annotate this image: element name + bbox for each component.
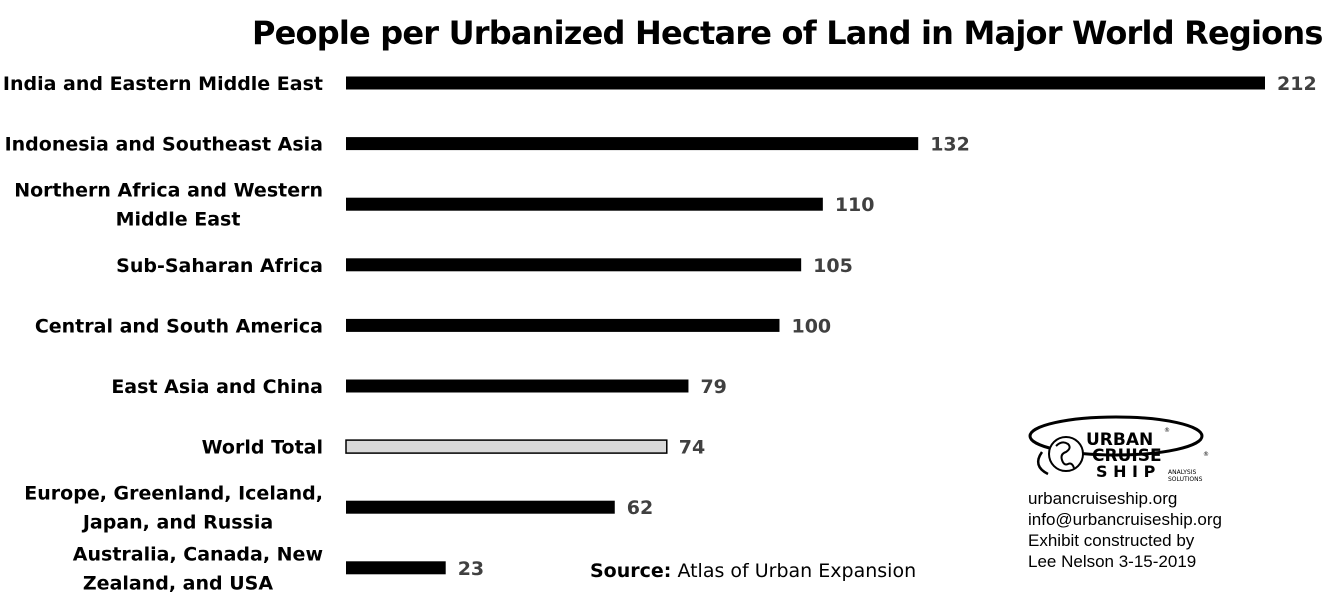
- logo-tag-analysis: ANALYSIS: [1168, 469, 1196, 476]
- category-label-0: India and Eastern Middle East: [3, 73, 323, 95]
- bar-1: [346, 137, 919, 151]
- data-label-7: 62: [627, 497, 653, 519]
- logo-block: URBAN CRUISE S H I P ® ® ANALYSIS SOLUTI…: [1028, 414, 1233, 572]
- source-label: Source:: [590, 560, 672, 582]
- source-note: Source: Atlas of Urban Expansion: [590, 560, 916, 582]
- chart-title: People per Urbanized Hectare of Land in …: [252, 14, 1323, 52]
- category-label-8-line-1: Zealand, and USA: [83, 572, 273, 594]
- category-label-3: Sub-Saharan Africa: [116, 255, 323, 277]
- contact-author: Lee Nelson 3-15-2019: [1028, 552, 1197, 571]
- logo-registered-mark: ®: [1164, 427, 1170, 434]
- logo-text-ship: S H I P: [1096, 462, 1156, 481]
- data-label-1: 132: [930, 134, 970, 156]
- category-label-7-line-0: Europe, Greenland, Iceland,: [24, 483, 323, 505]
- data-label-6: 74: [679, 437, 705, 459]
- category-label-1: Indonesia and Southeast Asia: [5, 134, 323, 156]
- data-label-2: 110: [835, 194, 875, 216]
- category-label-7-line-1: Japan, and Russia: [81, 512, 273, 534]
- bar-6: [345, 439, 668, 454]
- category-label-2-line-0: Northern Africa and Western: [14, 180, 323, 202]
- data-label-4: 100: [791, 315, 831, 337]
- category-label-4: Central and South America: [35, 315, 323, 337]
- logo-registered-mark-2: ®: [1203, 451, 1209, 458]
- logo-tag-solutions: SOLUTIONS: [1168, 476, 1203, 483]
- data-label-0: 212: [1277, 73, 1317, 95]
- bar-4: [346, 318, 780, 332]
- contact-credit: Exhibit constructed by: [1028, 531, 1195, 550]
- bar-5: [346, 379, 689, 393]
- logo-swoosh-ring: [1028, 415, 1204, 457]
- category-label-8-line-0: Australia, Canada, New: [73, 543, 323, 565]
- logo-text-urban: URBAN: [1086, 430, 1153, 450]
- bar-3: [346, 258, 802, 272]
- bar-2: [346, 197, 823, 211]
- data-label-5: 79: [700, 376, 726, 398]
- bar-0: [346, 76, 1265, 90]
- data-label-3: 105: [813, 255, 853, 277]
- contact-website: urbancruiseship.org: [1028, 489, 1178, 508]
- data-label-8: 23: [458, 558, 484, 580]
- urban-cruise-ship-logo: URBAN CRUISE S H I P ® ® ANALYSIS SOLUTI…: [1028, 415, 1209, 483]
- logo-text-cruise: CRUISE: [1092, 446, 1162, 466]
- bar-8: [346, 561, 446, 575]
- source-text: Atlas of Urban Expansion: [677, 560, 917, 582]
- category-label-5: East Asia and China: [111, 376, 323, 398]
- globe-land-icon: [1055, 441, 1075, 469]
- logo-swoosh-tail: [1036, 451, 1049, 476]
- category-label-6: World Total: [202, 437, 323, 459]
- category-label-2-line-1: Middle East: [116, 209, 241, 231]
- contact-email: info@urbancruiseship.org: [1028, 510, 1222, 529]
- bar-7: [346, 500, 615, 514]
